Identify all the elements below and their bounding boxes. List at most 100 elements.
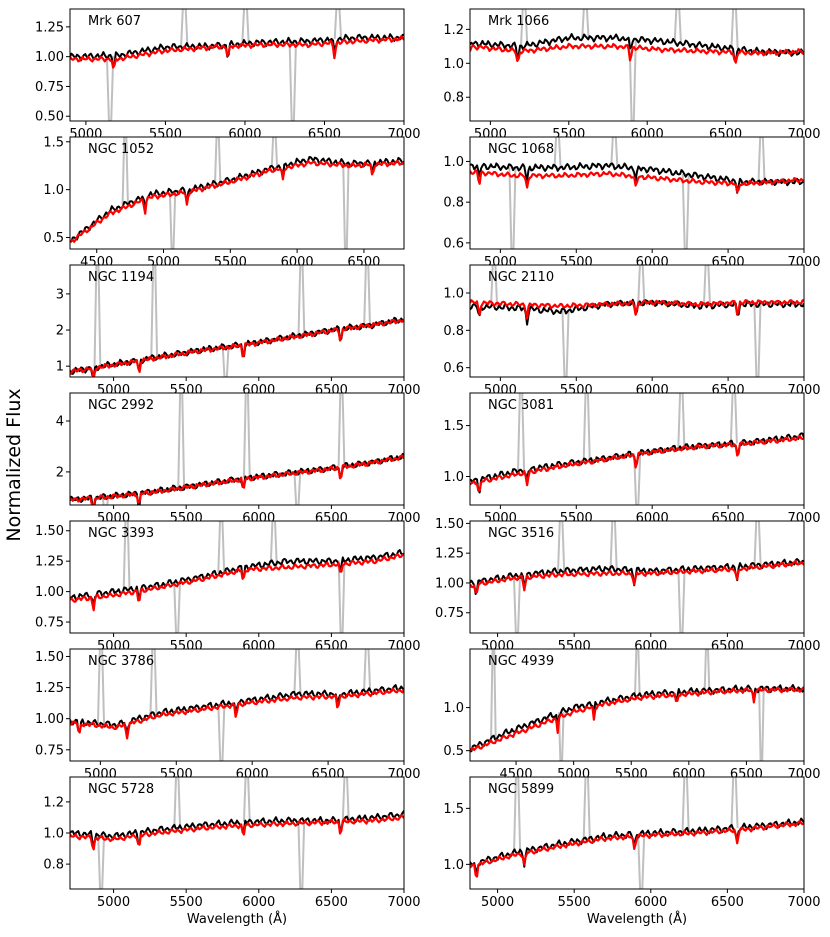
axes-frame <box>469 648 805 762</box>
y-tick-label: 1.50 <box>435 517 464 532</box>
masked-region-line <box>337 560 346 633</box>
y-tick-label: 0.5 <box>43 231 64 246</box>
model-spectrum-line <box>470 686 804 752</box>
y-tick-label: 1.0 <box>43 827 64 842</box>
y-tick-label: 1.0 <box>443 57 464 72</box>
y-tick-label: 4 <box>56 415 64 430</box>
panels-grid: 5000 5500 6000 6500 7000 0.50 0.75 1.00 1.25 Mrk … <box>35 8 821 927</box>
x-tick-label: 7000 <box>787 895 820 910</box>
panel-title: NGC 5899 <box>488 782 554 797</box>
masked-region-line <box>681 777 690 832</box>
model-spectrum-line <box>70 35 404 69</box>
plot-lines <box>70 265 404 377</box>
model-spectrum-line <box>470 169 804 193</box>
masked-region-line <box>221 346 230 377</box>
panel-title: NGC 3516 <box>488 526 554 541</box>
model-spectrum-line <box>70 318 404 377</box>
panel-title: NGC 3393 <box>88 526 154 541</box>
masked-region-line <box>681 174 690 249</box>
x-tick-label: 7000 <box>387 895 420 910</box>
masked-region-line <box>149 649 158 715</box>
x-tick-label: 6500 <box>711 895 744 910</box>
x-tick-label: 6000 <box>242 895 275 910</box>
plot-lines <box>70 521 404 633</box>
masked-region-line <box>122 521 131 590</box>
masked-region-line <box>297 265 306 336</box>
model-spectrum-line <box>70 454 404 505</box>
masked-region-line <box>97 835 106 889</box>
masked-region-line <box>517 393 526 471</box>
model-spectrum-line <box>470 42 804 64</box>
masked-region-line <box>101 496 110 505</box>
masked-region-line <box>677 393 686 448</box>
y-tick-label: 1.5 <box>43 135 64 150</box>
y-tick-label: 0.8 <box>443 91 464 106</box>
x-tick-label: 5500 <box>170 895 203 910</box>
axes-frame <box>469 264 805 378</box>
masked-region-line <box>753 304 762 377</box>
masked-region-line <box>512 575 522 633</box>
masked-region-line <box>293 649 302 694</box>
plot-area <box>470 137 804 249</box>
panel-title: NGC 1194 <box>88 270 154 285</box>
masked-region-line <box>93 265 102 368</box>
masked-region-line <box>557 521 566 571</box>
y-tick-label: 1.0 <box>443 470 464 485</box>
masked-region-line <box>177 393 186 488</box>
y-tick-label: 2 <box>56 324 64 339</box>
y-tick-label: 1.2 <box>43 795 64 810</box>
axes-frame <box>469 8 805 122</box>
plot-lines <box>70 649 404 761</box>
plot-lines <box>470 265 804 377</box>
masked-region-line <box>363 265 371 326</box>
axes-frame <box>69 392 405 506</box>
axes-frame <box>69 264 405 378</box>
masked-region-line <box>333 9 343 40</box>
masked-region-line <box>702 265 711 306</box>
y-tick-label: 1.25 <box>35 20 64 35</box>
masked-region-line <box>363 649 372 692</box>
masked-region-line <box>173 777 182 828</box>
masked-region-line <box>242 777 251 823</box>
axes-frame <box>69 648 405 762</box>
y-tick-label: 1.25 <box>35 681 64 696</box>
masked-region-line <box>561 310 570 377</box>
y-tick-label: 0.8 <box>443 324 464 339</box>
masked-region-line <box>214 137 222 184</box>
y-tick-label: 1.0 <box>443 287 464 302</box>
x-axis-title: Wavelength (Å) <box>187 911 287 927</box>
panel-title: NGC 4939 <box>488 654 554 669</box>
plot-area <box>70 393 404 505</box>
x-tick-label: 5000 <box>481 895 514 910</box>
panel-title: NGC 1068 <box>488 142 554 157</box>
model-spectrum-line <box>470 560 804 594</box>
y-tick-label: 0.8 <box>443 196 464 211</box>
plot-lines <box>470 521 804 633</box>
y-tick-label: 1.25 <box>435 547 464 562</box>
y-tick-label: 1.25 <box>35 555 64 570</box>
axes-frame <box>469 392 805 506</box>
masked-region-line <box>341 777 350 820</box>
model-spectrum-line <box>470 820 804 878</box>
y-tick-label: 2 <box>56 465 64 480</box>
axes-frame <box>469 520 805 634</box>
masked-region-line <box>609 521 618 570</box>
plot-lines <box>70 777 404 889</box>
y-tick-label: 0.75 <box>35 616 64 631</box>
masked-region-line <box>173 581 181 633</box>
masked-region-line <box>634 649 641 696</box>
masked-region-line <box>297 820 306 889</box>
masked-region-line <box>730 777 739 829</box>
masked-region-line <box>757 137 766 182</box>
y-tick-label: 0.75 <box>35 743 64 758</box>
masked-region-line <box>519 9 529 46</box>
y-tick-label: 0.75 <box>435 606 464 621</box>
y-tick-label: 1.00 <box>435 576 464 591</box>
plot-lines <box>470 393 804 505</box>
model-spectrum-line <box>70 687 404 740</box>
